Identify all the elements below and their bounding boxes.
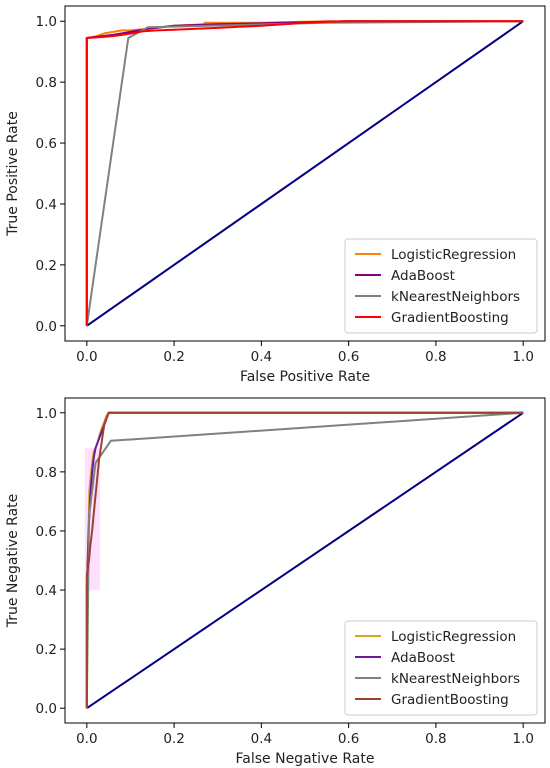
x-tick-label: 0.8 xyxy=(425,349,446,365)
x-tick-label: 0.4 xyxy=(251,731,272,747)
x-axis-ticks: 0.0 0.2 0.4 0.6 0.8 1.0 xyxy=(76,341,534,365)
series-line xyxy=(85,20,524,326)
x-tick-label: 0.2 xyxy=(163,731,184,747)
x-tick-label: 0.8 xyxy=(425,731,446,747)
tnr-chart: 0.0 0.2 0.4 0.6 0.8 1.0 0.0 0.2 0.4 0.6 0.8 1.0 Fa… xyxy=(5,397,546,767)
series-layer xyxy=(85,411,524,709)
y-axis-ticks: 0.0 0.2 0.4 0.6 0.8 1.0 xyxy=(36,14,65,335)
legend-label: LogisticRegression xyxy=(391,629,516,645)
x-tick-label: 0.2 xyxy=(163,349,184,365)
legend-box xyxy=(344,238,538,334)
diagonal-line xyxy=(86,411,524,710)
legend-label: GradientBoosting xyxy=(391,692,509,708)
x-tick-label: 1.0 xyxy=(512,349,533,365)
x-tick-label: 0.6 xyxy=(338,731,359,747)
x-axis-ticks: 0.0 0.2 0.4 0.6 0.8 1.0 xyxy=(76,723,534,747)
legend: LogisticRegression AdaBoost kNearestNeighb… xyxy=(344,620,538,716)
x-tick-label: 0.0 xyxy=(76,349,97,365)
diagonal-line xyxy=(86,20,524,327)
legend-label: AdaBoost xyxy=(391,650,455,666)
diagonal-layer xyxy=(86,20,524,327)
legend-box xyxy=(344,620,538,716)
x-tick-label: 0.4 xyxy=(251,349,272,365)
x-tick-label: 0.6 xyxy=(338,349,359,365)
y-tick-label: 0.6 xyxy=(36,136,57,152)
x-axis-label: False Negative Rate xyxy=(236,751,375,767)
y-tick-label: 0.0 xyxy=(36,319,57,335)
x-tick-label: 1.0 xyxy=(512,731,533,747)
legend-label: GradientBoosting xyxy=(391,310,509,326)
legend-label: kNearestNeighbors xyxy=(391,289,520,305)
plot-frame xyxy=(64,5,546,342)
y-axis-label: True Negative Rate xyxy=(5,494,21,629)
y-tick-label: 0.2 xyxy=(36,642,57,658)
x-axis-label: False Positive Rate xyxy=(240,369,370,385)
y-tick-label: 0.6 xyxy=(36,524,57,540)
legend: LogisticRegression AdaBoost kNearestNeighb… xyxy=(344,238,538,334)
x-tick-label: 0.0 xyxy=(76,731,97,747)
y-tick-label: 1.0 xyxy=(36,14,57,30)
y-tick-label: 0.8 xyxy=(36,75,57,91)
diagonal-layer xyxy=(86,411,524,710)
legend-label: LogisticRegression xyxy=(391,247,516,263)
series-line xyxy=(85,411,524,709)
series-line xyxy=(85,20,524,326)
y-tick-label: 0.0 xyxy=(36,701,57,717)
series-line xyxy=(85,411,524,709)
y-tick-label: 0.8 xyxy=(36,465,57,481)
y-axis-label: True Positive Rate xyxy=(5,111,21,237)
plot-frame xyxy=(64,397,546,724)
legend-label: kNearestNeighbors xyxy=(391,671,520,687)
y-tick-label: 0.2 xyxy=(36,258,57,274)
legend-label: AdaBoost xyxy=(391,268,455,284)
y-tick-label: 1.0 xyxy=(36,406,57,422)
y-tick-label: 0.4 xyxy=(36,583,57,599)
y-tick-label: 0.4 xyxy=(36,197,57,213)
y-axis-ticks: 0.0 0.2 0.4 0.6 0.8 1.0 xyxy=(36,406,65,717)
series-layer xyxy=(85,20,524,326)
roc-chart: 0.0 0.2 0.4 0.6 0.8 1.0 0.0 0.2 0.4 0.6 0.8 1.0 Fa… xyxy=(5,5,546,385)
